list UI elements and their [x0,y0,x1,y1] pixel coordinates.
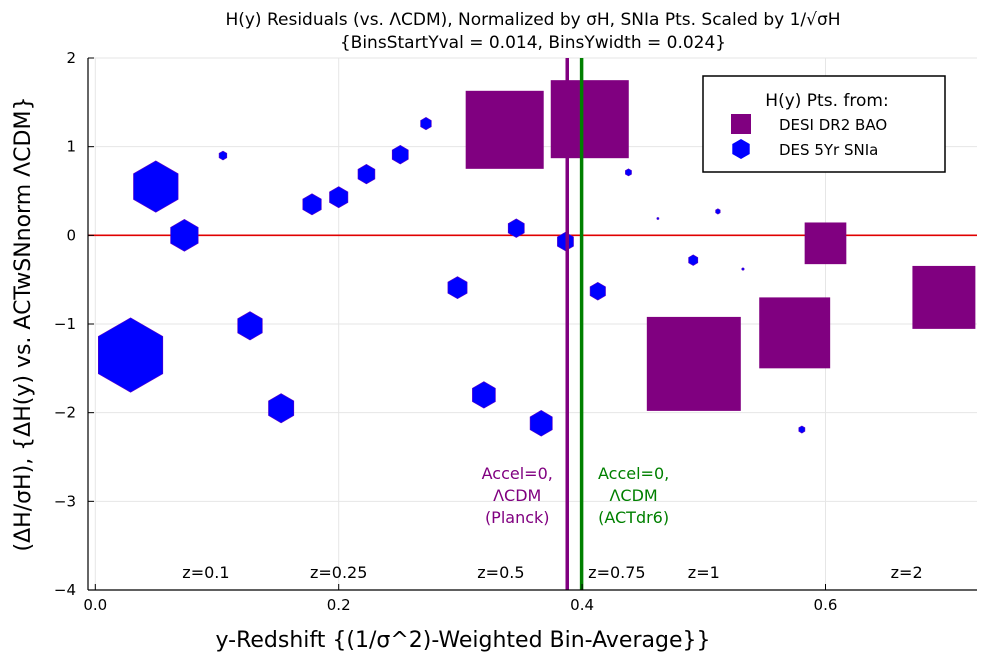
snia-point-6 [302,193,322,216]
snia-point-20 [715,208,721,215]
y-axis-label: (ΔH/σH), {ΔH(y) vs. ACTwSNnorm ΛCDM} [11,97,36,552]
snia-point-3 [218,150,228,161]
x-tick-label-1: 0.2 [327,596,351,614]
snia-point-11 [447,276,468,300]
bao-point-2 [646,316,741,411]
legend-bao-marker [731,114,751,134]
bao-series [465,80,976,411]
vline-1-label-0: Accel=0, [598,464,669,483]
bao-point-0 [465,90,544,169]
legend-title: H(y) Pts. from: [765,91,888,111]
x-tick-label-0: 0.0 [83,596,107,614]
snia-point-0 [98,317,164,393]
bao-point-1 [550,80,629,159]
snia-point-1 [133,160,179,213]
snia-point-10 [420,117,432,131]
z-label-0: z=0.1 [182,563,229,582]
y-axis-ticks: −4 −3 −2 −1 0 1 2 [54,49,94,599]
x-tick-label-3: 0.6 [814,596,838,614]
snia-point-17 [625,168,632,177]
acceleration-lines: Accel=0, ΛCDM (Planck) Accel=0, ΛCDM (ACTdr6) [482,58,669,590]
snia-point-2 [170,219,199,252]
z-label-2: z=0.5 [477,563,524,582]
legend-snia-marker [732,139,750,159]
x-axis-ticks: 0.0 0.2 0.4 0.6 [83,584,837,614]
snia-point-7 [329,186,349,209]
vline-0-label-2: (Planck) [485,508,550,527]
legend: H(y) Pts. from: DESI DR2 BAO DES 5Yr SNI… [702,75,946,173]
snia-point-16 [589,281,606,301]
snia-point-19 [688,254,699,266]
vline-1-label-2: (ACTdr6) [598,508,669,527]
snia-point-22 [798,425,806,434]
y-tick-label-1: −3 [54,492,76,510]
legend-bao-label: DESI DR2 BAO [779,116,887,134]
snia-point-8 [357,164,376,185]
vline-1-label-1: ΛCDM [609,486,657,505]
z-label-3: z=0.75 [588,563,645,582]
snia-point-4 [237,311,263,341]
chart-title-line2: {BinsStartYval = 0.014, BinsYwidth = 0.0… [340,33,726,53]
snia-point-14 [529,410,553,437]
snia-point-18 [656,216,660,221]
y-tick-label-0: −4 [54,581,76,599]
z-label-4: z=1 [688,563,720,582]
y-tick-label-2: −2 [54,404,76,422]
y-tick-label-5: 1 [66,138,76,156]
vline-0-label-0: Accel=0, [482,464,553,483]
x-axis-label: y-Redshift {(1/σ^2)-Weighted Bin-Average… [216,628,711,653]
chart-title-line1: H(y) Residuals (vs. ΛCDM), Normalized by… [225,10,840,30]
y-tick-label-6: 2 [66,49,76,67]
snia-point-15 [557,231,574,252]
snia-point-9 [391,144,409,165]
bao-point-3 [759,297,831,369]
y-tick-label-4: 0 [66,226,76,244]
snia-point-13 [507,218,525,238]
snia-series [98,117,806,437]
snia-point-12 [472,381,496,409]
snia-point-21 [741,267,745,271]
z-label-5: z=2 [891,563,923,582]
snia-point-5 [268,393,295,424]
y-tick-label-3: −1 [54,315,76,333]
vline-0-label-1: ΛCDM [493,486,541,505]
z-label-1: z=0.25 [310,563,367,582]
bao-point-4 [804,222,847,265]
x-tick-label-2: 0.4 [570,596,594,614]
bao-point-5 [912,265,976,329]
redshift-labels: z=0.1 z=0.25 z=0.5 z=0.75 z=1 z=2 [182,563,922,582]
legend-snia-label: DES 5Yr SNIa [779,141,878,159]
